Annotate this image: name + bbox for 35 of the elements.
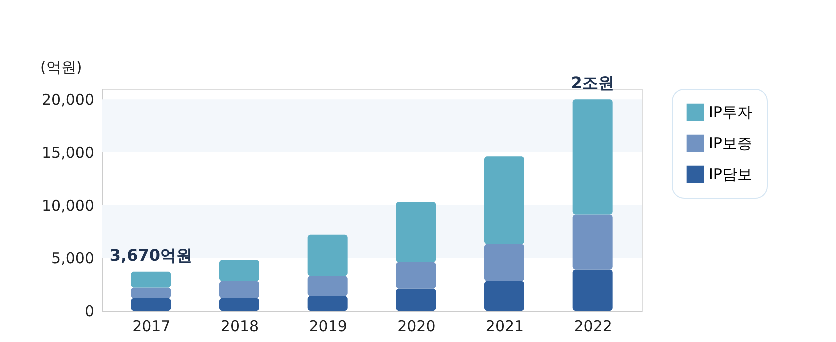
- bar: [131, 272, 172, 288]
- legend-label: IP보증: [709, 134, 752, 152]
- bar: [308, 234, 348, 276]
- y-tick-label: 5,000: [52, 250, 94, 268]
- bar: [220, 298, 260, 311]
- bar: [572, 214, 613, 270]
- bar: [396, 262, 436, 289]
- bar: [572, 270, 613, 311]
- x-tick-label: 2021: [486, 318, 524, 336]
- x-tick-label: 2018: [220, 318, 260, 336]
- legend-label: IP투자: [709, 104, 752, 122]
- y-tick-label: 20,000: [42, 91, 94, 110]
- x-tick-label: 2022: [574, 318, 612, 336]
- bar: [131, 288, 172, 298]
- bar: [572, 100, 613, 215]
- x-tick-label: 2019: [309, 318, 348, 336]
- bar: [484, 244, 524, 282]
- y-axis-title: (억원): [40, 58, 82, 76]
- x-tick-label: 2020: [398, 318, 436, 336]
- y-tick-label: 0: [84, 302, 94, 320]
- bar: [484, 281, 524, 311]
- annotation: 2조원: [571, 74, 614, 93]
- bar: [220, 281, 260, 298]
- bar: [308, 276, 348, 296]
- bar: [396, 288, 436, 311]
- bar: [220, 260, 260, 282]
- legend-label: IP담보: [709, 166, 752, 184]
- x-tick-label: 2017: [132, 318, 171, 336]
- y-tick-label: 10,000: [42, 196, 94, 215]
- annotation: 3,670억원: [110, 246, 192, 266]
- bar: [484, 156, 524, 244]
- bar: [396, 202, 436, 262]
- bar: [131, 298, 172, 311]
- bar: [308, 296, 348, 311]
- y-tick-label: 15,000: [42, 144, 94, 162]
